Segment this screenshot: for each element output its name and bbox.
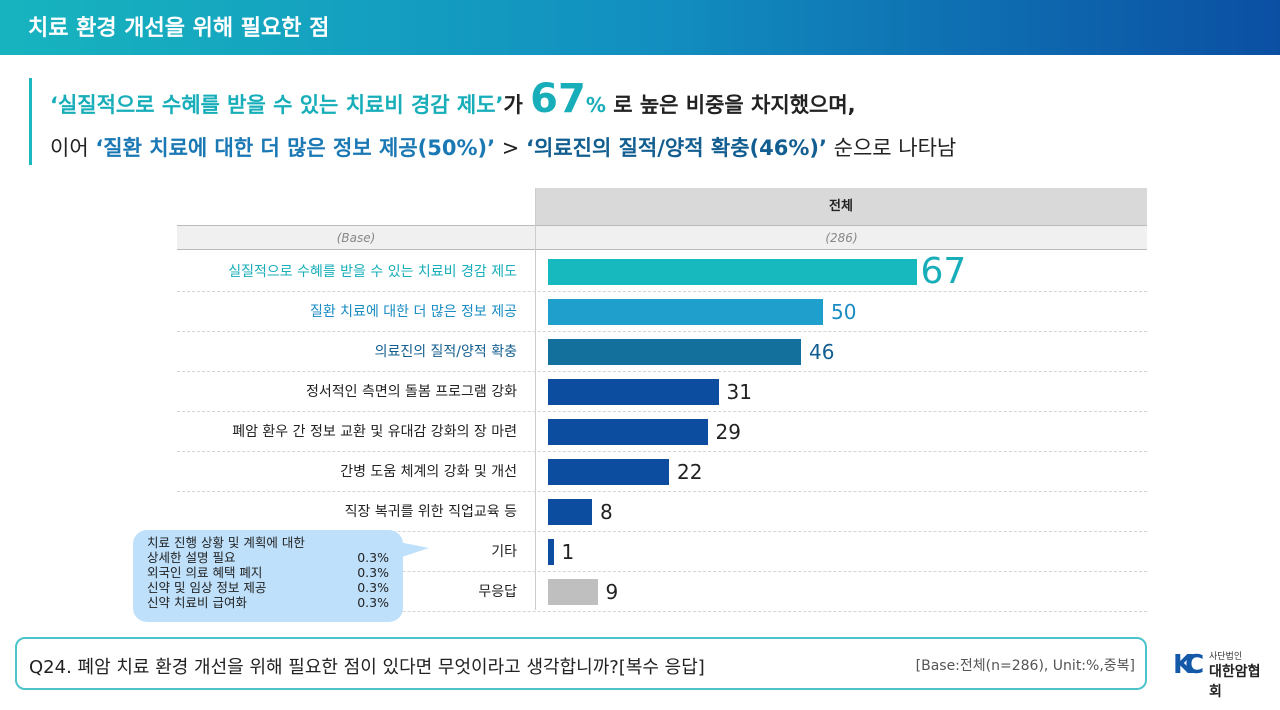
category-label: 질환 치료에 대한 더 많은 정보 제공 [309,304,517,320]
chart-row: 실질적으로 수혜를 받을 수 있는 치료비 경감 제도 67 [177,252,1147,292]
data-label: 9 [605,580,619,604]
category-label: 무응답 [478,584,517,600]
headline-text: 가 [503,93,531,117]
data-label: 46 [809,340,835,364]
header-bar: 치료 환경 개선을 위해 필요한 점 [0,0,1280,55]
headline-line-1: ‘실질적으로 수혜를 받을 수 있는 치료비 경감 제도’가 67% 로 높은 … [50,76,856,122]
other-responses-callout: 치료 진행 상황 및 계획에 대한 상세한 설명 필요 0.3% 외국인 의료 혜… [133,530,429,622]
callout-label: 신약 및 임상 정보 제공 [147,580,267,595]
headline-number: 67 [530,76,586,122]
headline-text: 로 높은 비중을 차지했으며, [605,93,856,117]
divider [535,188,536,610]
logo-small-text: 사단법인 [1209,652,1243,662]
callout-value: 0.3% [357,595,389,610]
chart-row: 기타 1 [177,532,1147,572]
headline-text: 이어 [50,136,96,160]
logo-name: 대한암협회 [1209,664,1261,700]
base-note: [Base:전체(n=286), Unit:%,중복] [915,658,1135,674]
callout-label: 외국인 의료 혜택 폐지 [147,565,263,580]
category-label: 정서적인 측면의 돌봄 프로그램 강화 [306,384,517,400]
headline-quote: ‘질환 치료에 대한 더 많은 정보 제공(50%)’ [95,136,496,160]
data-label: 1 [561,540,575,564]
logo-mark: KC [1173,650,1205,680]
results-table: 전체 (Base) (286) 실질적으로 수혜를 받을 수 있는 치료비 경감 … [177,188,1147,612]
chart-row: 정서적인 측면의 돌봄 프로그램 강화 31 [177,372,1147,412]
bar [548,299,823,325]
headline-text: > [495,136,527,160]
callout-label: 상세한 설명 필요 [147,550,236,565]
callout-item: 상세한 설명 필요 0.3% [147,550,389,565]
base-label: (Base) [336,231,376,245]
callout-item: 신약 및 임상 정보 제공 0.3% [147,580,389,595]
callout-value: 0.3% [357,550,389,565]
callout-item: 외국인 의료 혜택 폐지 0.3% [147,565,389,580]
logo: KC 사단법인 대한암협회 [1173,647,1273,700]
callout-value: 0.3% [357,565,389,580]
data-label: 31 [726,380,752,404]
question-text: Q24. 폐암 치료 환경 개선을 위해 필요한 점이 있다면 무엇이라고 생각… [29,657,705,678]
bar [548,259,917,285]
bar [548,379,719,405]
base-value: (286) [535,226,1147,250]
bar [548,539,554,565]
bar [548,499,592,525]
category-label: 실질적으로 수혜를 받을 수 있는 치료비 경감 제도 [228,264,517,280]
category-label: 기타 [491,544,517,560]
category-label: 직장 복귀를 위한 직업교육 등 [344,504,517,520]
category-label: 의료진의 질적/양적 확충 [374,344,517,360]
base-row: (Base) (286) [177,225,1147,250]
chart-row: 직장 복귀를 위한 직업교육 등 8 [177,492,1147,532]
question-footer: Q24. 폐암 치료 환경 개선을 위해 필요한 점이 있다면 무엇이라고 생각… [15,637,1147,690]
category-label: 폐암 환우 간 정보 교환 및 유대감 강화의 장 마련 [232,424,517,440]
chart-row: 간병 도움 체계의 강화 및 개선 22 [177,452,1147,492]
headline-quote: ‘의료진의 질적/양적 확충(46%)’ [526,136,827,160]
page-title: 치료 환경 개선을 위해 필요한 점 [28,16,330,41]
bar [548,579,598,605]
callout-label: 신약 치료비 급여화 [147,595,247,610]
chart-row: 폐암 환우 간 정보 교환 및 유대감 강화의 장 마련 29 [177,412,1147,452]
data-label: 8 [600,500,613,524]
headline-text: 순으로 나타남 [826,136,957,160]
bar [548,339,801,365]
callout-value: 0.3% [357,580,389,595]
headline-line-2: 이어 ‘질환 치료에 대한 더 많은 정보 제공(50%)’ > ‘의료진의 질… [50,132,956,162]
callout-item: 신약 치료비 급여화 0.3% [147,595,389,610]
category-label: 간병 도움 체계의 강화 및 개선 [340,464,517,480]
data-label: 29 [715,420,741,444]
bar [548,419,708,445]
column-header: 전체 [535,188,1147,225]
data-label: 67 [920,251,967,292]
headline-quote: ‘실질적으로 수혜를 받을 수 있는 치료비 경감 제도’ [50,93,504,117]
callout-label: 치료 진행 상황 및 계획에 대한 [147,535,305,550]
chart-row: 무응답 9 [177,572,1147,612]
data-label: 50 [831,300,857,324]
chart-row: 의료진의 질적/양적 확충 46 [177,332,1147,372]
headline-percent: % [585,93,606,117]
bar [548,459,669,485]
accent-line [29,78,32,165]
callout-item: 치료 진행 상황 및 계획에 대한 [147,535,389,550]
chart-row: 질환 치료에 대한 더 많은 정보 제공 50 [177,292,1147,332]
data-label: 22 [677,460,703,484]
